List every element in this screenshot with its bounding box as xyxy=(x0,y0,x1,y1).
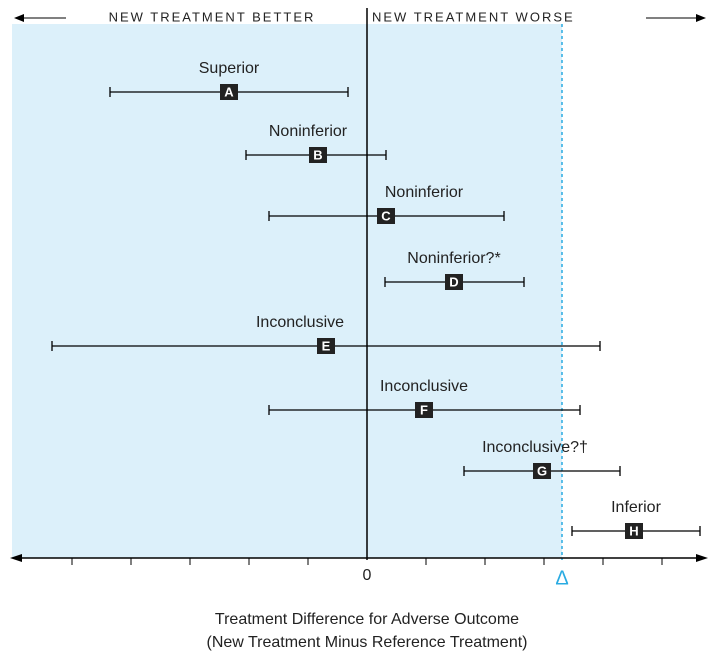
rows: A Superior B Noninferior C Noninferior D Noninf… xyxy=(51,60,701,539)
point-box xyxy=(533,463,551,479)
row-label: Inconclusive xyxy=(256,314,344,331)
row-letter: H xyxy=(629,523,638,538)
point-box xyxy=(445,274,463,290)
row-label: Noninferior?* xyxy=(407,250,500,267)
superior-region xyxy=(12,24,562,558)
axis-title: Treatment Difference for Adverse Outcome xyxy=(215,611,519,628)
point-box xyxy=(309,147,327,163)
point-box xyxy=(317,338,335,354)
row-label: Inconclusive xyxy=(380,378,468,395)
arrow-head xyxy=(696,554,708,562)
arrow-head xyxy=(696,14,706,22)
delta-label: Δ xyxy=(555,567,568,589)
row-letter: C xyxy=(381,208,391,223)
row-letter: A xyxy=(224,84,234,99)
header-left: NEW TREATMENT BETTER xyxy=(109,9,316,24)
row-letter: B xyxy=(313,147,322,162)
row-letter: G xyxy=(537,463,547,478)
point-box xyxy=(220,84,238,100)
row-letter: D xyxy=(449,274,458,289)
arrow-head xyxy=(14,14,24,22)
header-right: NEW TREATMENT WORSE xyxy=(372,9,575,24)
row-letter: E xyxy=(322,338,331,353)
point-box xyxy=(415,402,433,418)
point-box xyxy=(377,208,395,224)
axis-title: (New Treatment Minus Reference Treatment… xyxy=(206,634,527,651)
point-box xyxy=(625,523,643,539)
row-label: Inconclusive?† xyxy=(482,439,588,456)
row-label: Superior xyxy=(199,60,260,77)
row-label: Inferior xyxy=(611,499,661,516)
zero-label: 0 xyxy=(363,567,372,584)
row-letter: F xyxy=(420,402,428,417)
arrow-head xyxy=(10,554,22,562)
row-label: Noninferior xyxy=(269,123,348,140)
row-label: Noninferior xyxy=(385,184,464,201)
ticks xyxy=(71,558,663,565)
